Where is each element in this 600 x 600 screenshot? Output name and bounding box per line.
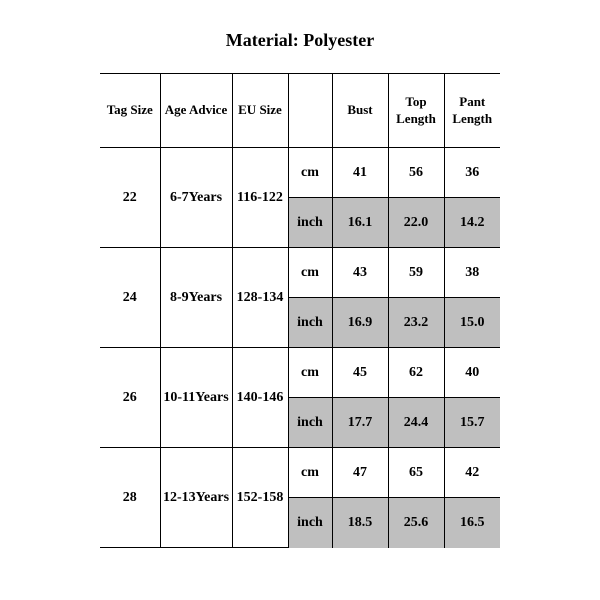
col-bust: Bust: [332, 74, 388, 148]
cell-pant-cm: 42: [444, 448, 500, 498]
col-pant-length: PantLength: [444, 74, 500, 148]
cell-top-inch: 23.2: [388, 298, 444, 348]
cell-bust-inch: 16.9: [332, 298, 388, 348]
cell-top-cm: 56: [388, 148, 444, 198]
header-row: Tag Size Age Advice EU Size Bust TopLeng…: [100, 74, 500, 148]
cell-pant-inch: 14.2: [444, 198, 500, 248]
cell-top-cm: 59: [388, 248, 444, 298]
cell-pant-inch: 15.0: [444, 298, 500, 348]
table-row: 28 12-13Years 152-158 cm 47 65 42: [100, 448, 500, 498]
cell-pant-cm: 38: [444, 248, 500, 298]
cell-pant-cm: 40: [444, 348, 500, 398]
cell-pant-cm: 36: [444, 148, 500, 198]
cell-unit-cm: cm: [288, 148, 332, 198]
col-top-length: TopLength: [388, 74, 444, 148]
cell-top-inch: 22.0: [388, 198, 444, 248]
cell-age: 8-9Years: [160, 248, 232, 348]
cell-eu: 128-134: [232, 248, 288, 348]
cell-top-cm: 62: [388, 348, 444, 398]
table-row: 26 10-11Years 140-146 cm 45 62 40: [100, 348, 500, 398]
cell-top-cm: 65: [388, 448, 444, 498]
cell-top-inch: 25.6: [388, 498, 444, 548]
cell-age: 6-7Years: [160, 148, 232, 248]
cell-age: 10-11Years: [160, 348, 232, 448]
cell-tag: 26: [100, 348, 160, 448]
cell-pant-inch: 16.5: [444, 498, 500, 548]
col-tag-size: Tag Size: [100, 74, 160, 148]
cell-eu: 152-158: [232, 448, 288, 548]
cell-eu: 116-122: [232, 148, 288, 248]
cell-unit-inch: inch: [288, 298, 332, 348]
cell-top-inch: 24.4: [388, 398, 444, 448]
cell-unit-inch: inch: [288, 498, 332, 548]
cell-bust-inch: 16.1: [332, 198, 388, 248]
cell-unit-cm: cm: [288, 448, 332, 498]
cell-bust-cm: 47: [332, 448, 388, 498]
cell-eu: 140-146: [232, 348, 288, 448]
cell-unit-inch: inch: [288, 398, 332, 448]
cell-tag: 22: [100, 148, 160, 248]
table-row: 22 6-7Years 116-122 cm 41 56 36: [100, 148, 500, 198]
cell-bust-inch: 17.7: [332, 398, 388, 448]
cell-bust-cm: 43: [332, 248, 388, 298]
cell-unit-cm: cm: [288, 248, 332, 298]
cell-bust-cm: 41: [332, 148, 388, 198]
page-title: Material: Polyester: [0, 30, 600, 51]
page: Material: Polyester Tag Size Age Advice …: [0, 0, 600, 600]
table-row: 24 8-9Years 128-134 cm 43 59 38: [100, 248, 500, 298]
cell-tag: 24: [100, 248, 160, 348]
cell-age: 12-13Years: [160, 448, 232, 548]
col-unit: [288, 74, 332, 148]
cell-tag: 28: [100, 448, 160, 548]
cell-bust-cm: 45: [332, 348, 388, 398]
cell-bust-inch: 18.5: [332, 498, 388, 548]
col-eu-size: EU Size: [232, 74, 288, 148]
cell-unit-cm: cm: [288, 348, 332, 398]
cell-unit-inch: inch: [288, 198, 332, 248]
col-age-advice: Age Advice: [160, 74, 232, 148]
cell-pant-inch: 15.7: [444, 398, 500, 448]
size-chart-table: Tag Size Age Advice EU Size Bust TopLeng…: [100, 73, 500, 548]
